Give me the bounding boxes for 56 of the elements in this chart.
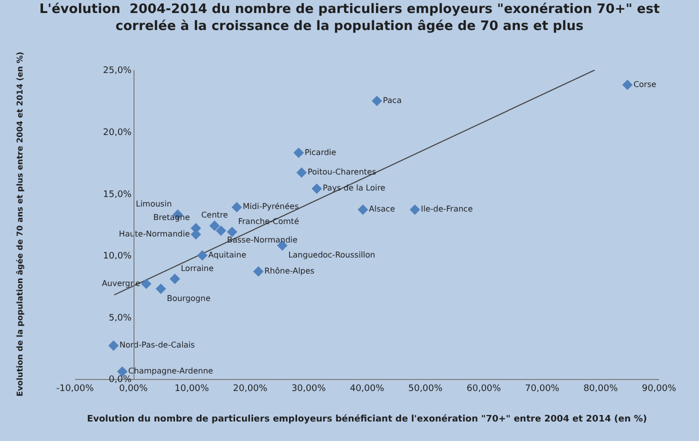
point: [410, 204, 420, 215]
data-label: Lorraine: [180, 264, 214, 273]
data-label: Paca: [382, 96, 402, 105]
point: [108, 340, 119, 351]
point: [622, 80, 633, 90]
data-label: Alsace: [368, 204, 396, 214]
point: [156, 284, 166, 294]
point: [293, 148, 304, 158]
x-tick-label: 0,00%: [119, 384, 148, 394]
data-label: Midi-Pyrénées: [242, 202, 299, 212]
data-label: Haute-Normandie: [118, 229, 190, 238]
data-label: Bretagne: [153, 213, 190, 222]
x-tick-label: 70,00%: [525, 384, 560, 394]
x-axis-title: Evolution du nombre de particuliers employeurs bénéficiant de l'exonération "70+" entre 2004 et 2014 (en %): [86, 414, 648, 425]
x-tick-label: 80,00%: [583, 384, 618, 394]
x-tick-label: 30,00%: [291, 384, 326, 394]
x-tick-label: 60,00%: [466, 384, 502, 394]
x-tick-label: 50,00%: [408, 384, 443, 394]
y-tick-label: 15,0%: [103, 190, 132, 200]
data-label: Nord-Pas-de-Calais: [120, 340, 195, 350]
data-label: Poitou-Charentes: [308, 168, 376, 177]
point: [170, 274, 180, 284]
x-tick-label: -10,00%: [56, 384, 94, 394]
point: [141, 278, 152, 290]
data-label: Rhône-Alpes: [264, 266, 314, 276]
point: [209, 220, 220, 231]
y-tick-label: 10,0%: [103, 252, 132, 262]
point: [197, 250, 208, 261]
point: [372, 96, 382, 106]
point: [253, 266, 264, 277]
point: [296, 167, 307, 178]
point: [232, 202, 242, 212]
data-label: Ile-de-France: [420, 204, 473, 214]
point: [312, 183, 322, 194]
data-label: Auvergne: [102, 278, 140, 288]
chart-title: L'évolution 2004-2014 du nombre de particuliers employeurs "exonération 70+" est correlée à la croissance de la population âgée de 70 ans et plus: [39, 2, 660, 34]
point: [358, 204, 368, 215]
data-label: Aquitaine: [208, 250, 246, 260]
y-tick-label: 20,0%: [103, 128, 132, 138]
y-axis-title: Evolution de la population âgée de 70 ans et plus entre 2004 et 2014 (en %): [16, 52, 24, 396]
data-label: Centre: [201, 210, 228, 220]
data-label: Champagne-Ardenne: [128, 366, 214, 376]
x-tick-label: 10,00%: [174, 384, 210, 394]
data-label: Corse: [633, 80, 656, 89]
x-tick-label: 90,00%: [642, 384, 677, 394]
x-tick-label: 40,00%: [350, 384, 385, 394]
data-label: Limousin: [136, 200, 172, 209]
x-tick-label: 20,00%: [233, 384, 268, 394]
y-tick-label: 25,0%: [103, 66, 132, 76]
data-label: Languedoc-Roussillon: [288, 250, 376, 260]
data-label: Picardie: [304, 148, 336, 157]
point: [216, 225, 226, 236]
data-label: Pays de la Loire: [322, 184, 386, 193]
data-label: Bourgogne: [166, 294, 211, 303]
y-tick-label: 5,0%: [108, 313, 132, 324]
y-tick-label: 0,0%: [108, 375, 132, 386]
